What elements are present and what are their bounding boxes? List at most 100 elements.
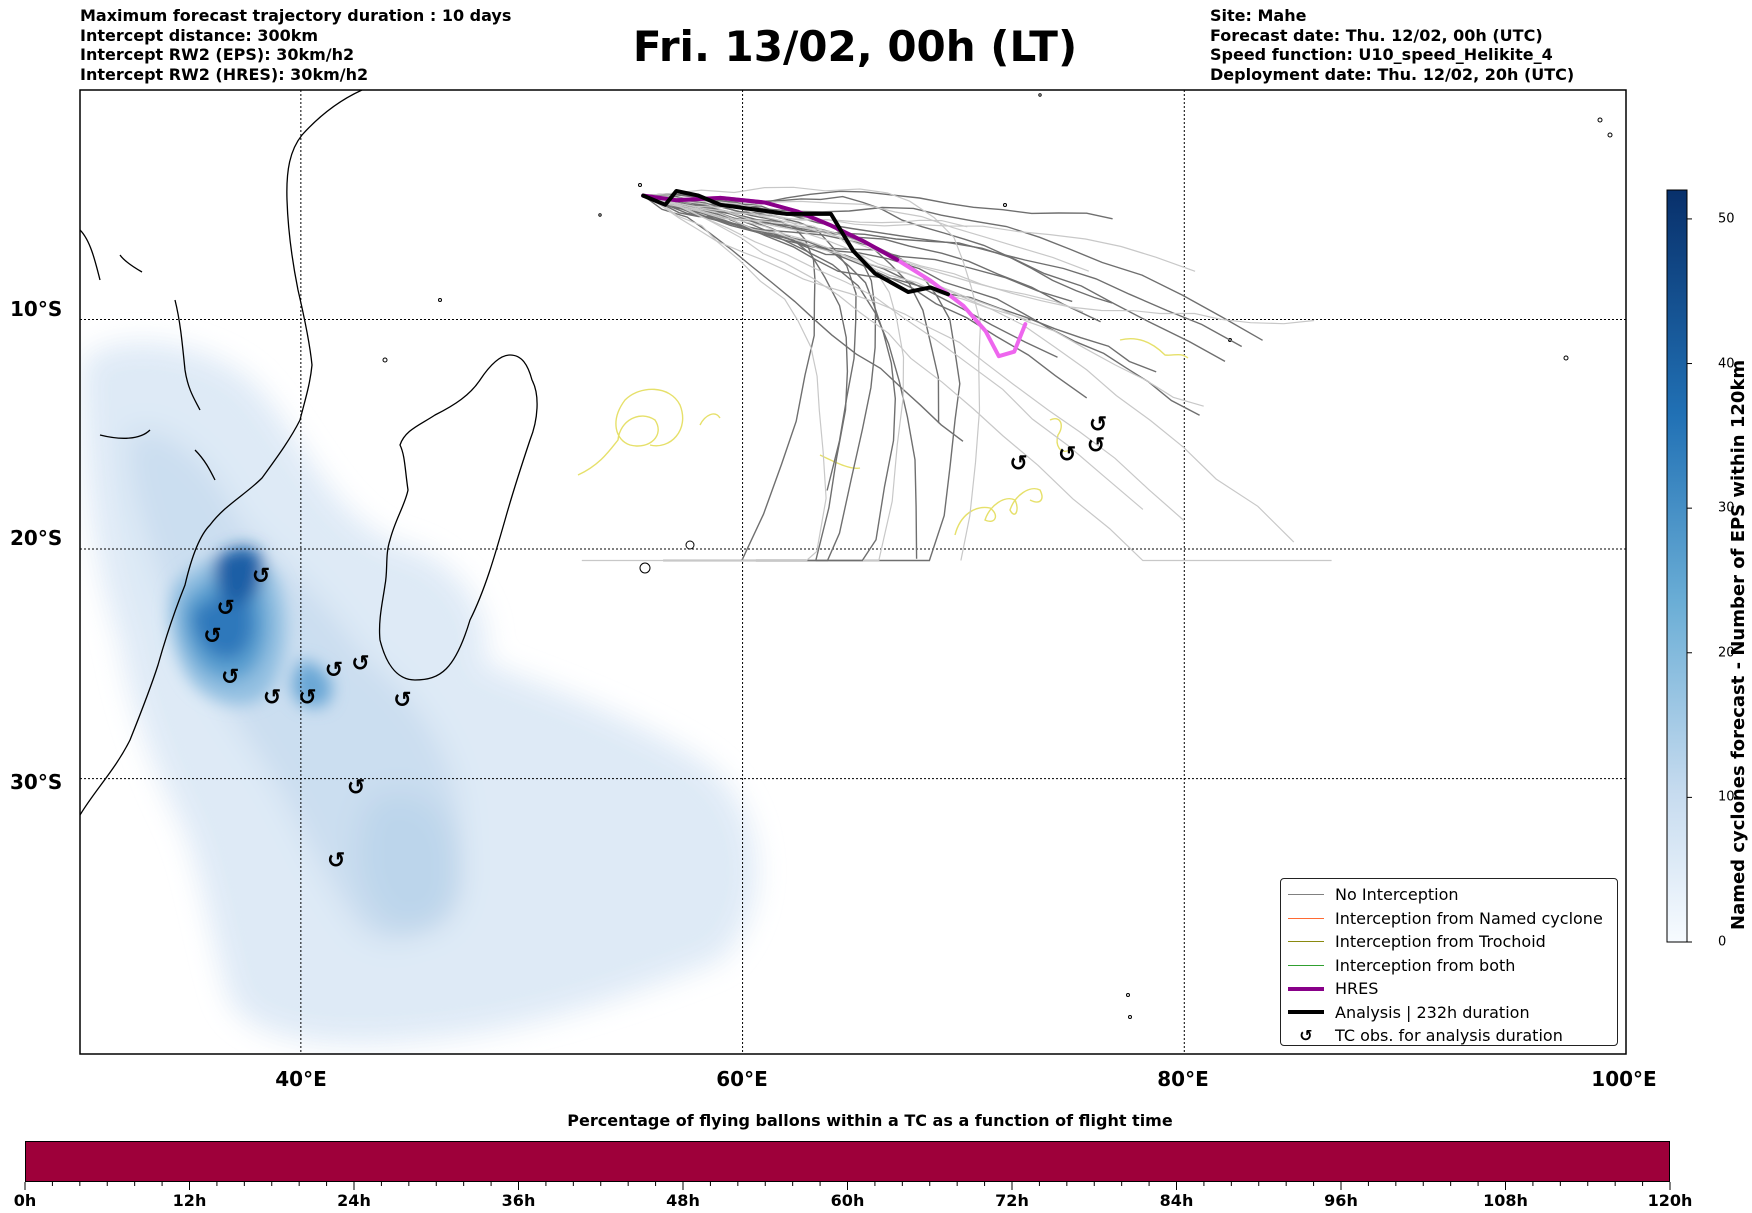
lat-label-20s: 20°S xyxy=(10,526,63,550)
timebar-tick-label: 108h xyxy=(1483,1191,1528,1210)
colorbar-tick-label: 30 xyxy=(1718,500,1735,516)
timebar-tick-label: 96h xyxy=(1324,1191,1358,1210)
lat-label-10s: 10°S xyxy=(10,297,63,321)
eps-track xyxy=(643,194,897,562)
legend-swatch xyxy=(1287,983,1325,995)
timebar-tick-label: 72h xyxy=(995,1191,1029,1210)
legend-line xyxy=(1288,894,1324,896)
eps-track xyxy=(643,195,905,562)
eps-track xyxy=(643,186,982,561)
timebar-ticks xyxy=(24,1182,1671,1190)
tc-observation-icon: ↺ xyxy=(1058,442,1076,467)
timebar-tick-label: 12h xyxy=(172,1191,207,1210)
lon-label-40e: 40°E xyxy=(275,1067,327,1091)
tc-observation-icon: ↺ xyxy=(393,688,411,713)
eps-track xyxy=(643,195,1295,543)
legend-swatch: ↺ xyxy=(1287,1026,1325,1045)
map-title: Fri. 13/02, 00h (LT) xyxy=(632,22,1078,71)
legend-line xyxy=(1288,1010,1324,1015)
legend-swatch xyxy=(1287,959,1325,971)
legend-line xyxy=(1288,986,1324,991)
eps-track xyxy=(643,195,1084,313)
coast-fragment xyxy=(80,229,216,481)
colorbar xyxy=(1666,189,1688,943)
legend-swatch xyxy=(1287,912,1325,924)
lat-label-30s: 30°S xyxy=(10,770,63,794)
legend-line xyxy=(1288,941,1324,943)
lon-label-60e: 60°E xyxy=(716,1067,768,1091)
timebar xyxy=(25,1141,1670,1182)
info-line: Intercept RW2 (EPS): 30km/h2 xyxy=(80,45,355,64)
info-line: Maximum forecast trajectory duration : 1… xyxy=(80,6,512,25)
legend-label: TC obs. for analysis duration xyxy=(1335,1026,1563,1046)
tc-observation-icon: ↺ xyxy=(1009,452,1027,477)
legend-item: Interception from both xyxy=(1287,954,1617,978)
tc-observation-icon: ↺ xyxy=(325,658,343,683)
eps-track xyxy=(643,195,1032,322)
info-line: Site: Mahe xyxy=(1210,6,1307,25)
timebar-tick-label: 84h xyxy=(1159,1191,1194,1210)
legend-item: Interception from Trochoid xyxy=(1287,930,1617,954)
map-frame xyxy=(79,89,1627,1055)
legend-label: HRES xyxy=(1335,979,1379,999)
colorbar-tick-label: 20 xyxy=(1718,645,1735,661)
legend-label: Analysis | 232h duration xyxy=(1335,1002,1530,1022)
tc-observation-icon: ↺ xyxy=(252,564,270,589)
info-line: Speed function: U10_speed_Helikite_4 xyxy=(1210,45,1553,64)
tc-observation-icon: ↺ xyxy=(1089,413,1107,438)
legend-label: Interception from Trochoid xyxy=(1335,932,1546,952)
legend: No Interception Interception from Named … xyxy=(1280,878,1618,1046)
tc-observation-icon: ↺ xyxy=(1087,433,1105,458)
eps-track xyxy=(642,195,964,442)
legend-swatch xyxy=(1287,889,1325,901)
lon-label-100e: 100°E xyxy=(1591,1067,1657,1091)
hres-track-early xyxy=(641,193,900,262)
legend-line xyxy=(1288,964,1324,966)
legend-item: Interception from Named cyclone xyxy=(1287,907,1617,931)
eps-track xyxy=(643,194,940,424)
tc-observation-icon: ↺ xyxy=(221,665,239,690)
info-line: Forecast date: Thu. 12/02, 00h (UTC) xyxy=(1210,25,1543,45)
analysis-track xyxy=(641,189,950,297)
eps-track xyxy=(642,194,961,562)
eps-ensemble-tracks xyxy=(581,186,1332,562)
legend-swatch xyxy=(1287,1006,1325,1018)
colorbar-tick-label: 50 xyxy=(1718,211,1735,227)
tc-observations: ↺↺↺↺↺ ↺↺ ↺↺↺↺↺ ↺ ↺↺ xyxy=(203,413,1107,874)
eps-track xyxy=(643,195,1196,272)
timebar-tick-label: 120h xyxy=(1647,1191,1693,1210)
colorbar-tick-label: 0 xyxy=(1718,934,1727,950)
eps-track xyxy=(643,195,1090,272)
africa-coast xyxy=(80,90,363,816)
legend-item: HRES xyxy=(1287,977,1617,1001)
tc-observation-icon: ↺ xyxy=(203,624,221,649)
info-line: Intercept RW2 (HRES): 30km/h2 xyxy=(80,64,369,84)
eps-track xyxy=(581,195,827,562)
timebar-tick-label: 0h xyxy=(13,1191,37,1210)
eps-track xyxy=(643,192,1263,341)
madagascar-coast xyxy=(378,354,538,681)
legend-label: Interception from Named cyclone xyxy=(1335,908,1603,928)
info-line: Intercept distance: 300km xyxy=(80,25,319,45)
eps-track xyxy=(642,194,816,562)
tc-observation-icon: ↺ xyxy=(263,686,281,711)
legend-item: No Interception xyxy=(1287,883,1617,907)
info-line: Deployment date: Thu. 12/02, 20h (UTC) xyxy=(1210,64,1575,84)
legend-line xyxy=(1288,917,1324,919)
eps-track xyxy=(643,195,1332,562)
timebar-tick-label: 24h xyxy=(337,1191,371,1210)
tc-symbol-icon: ↺ xyxy=(1299,1026,1313,1046)
gridlines xyxy=(80,90,1626,1054)
timebar-tick-label: 60h xyxy=(830,1191,865,1210)
eps-track xyxy=(643,195,1144,510)
legend-swatch xyxy=(1287,936,1325,948)
eps-track xyxy=(642,195,1185,521)
cyclone-density-field xyxy=(82,342,757,1044)
tc-observation-icon: ↺ xyxy=(347,775,365,800)
tc-observation-icon: ↺ xyxy=(351,651,369,676)
tc-observation-icon: ↺ xyxy=(217,596,235,621)
eps-track xyxy=(643,194,1243,348)
legend-label: No Interception xyxy=(1335,885,1459,905)
site-info: Site: Mahe Forecast date: Thu. 12/02, 00… xyxy=(1210,6,1574,84)
